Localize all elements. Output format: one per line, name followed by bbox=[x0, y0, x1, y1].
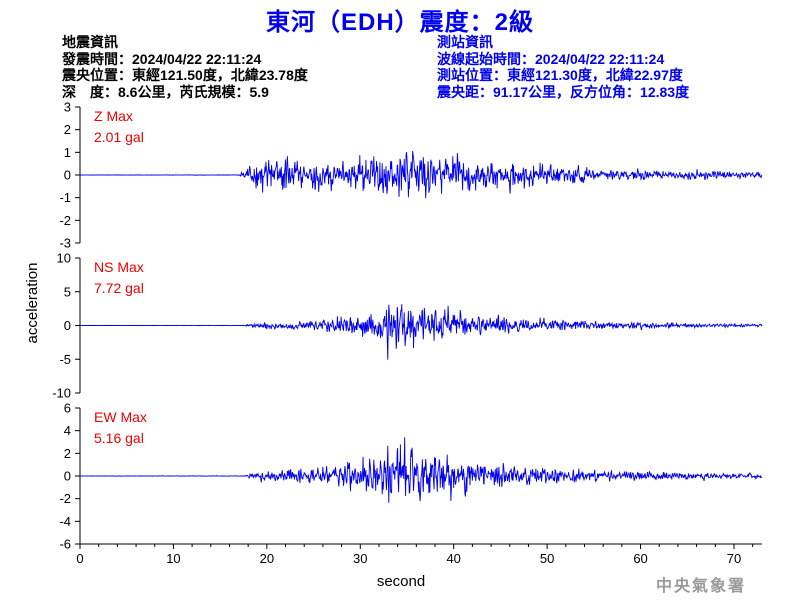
agency-watermark: 中央氣象署 bbox=[656, 576, 747, 595]
y-tick-label-z: -2 bbox=[59, 213, 71, 228]
x-tick-label: 70 bbox=[727, 551, 741, 566]
event-info-heading: 地震資訊 bbox=[62, 34, 118, 50]
waveform-start-time: 波線起始時間：2024/04/22 22:11:24 bbox=[437, 50, 665, 67]
y-tick-label-ns: -10 bbox=[52, 386, 71, 401]
x-tick-label: 60 bbox=[633, 551, 647, 566]
event-info-block: 地震資訊 發震時間：2024/04/22 22:11:24 震央位置：東經121… bbox=[62, 34, 308, 100]
y-tick-label-ew: -6 bbox=[59, 537, 71, 552]
max-value-ns: 7.72 gal bbox=[94, 280, 144, 296]
chart-title: 東河（EDH）震度：2級 bbox=[265, 9, 535, 36]
max-value-ew: 5.16 gal bbox=[94, 430, 144, 446]
x-axis-label: second bbox=[377, 573, 425, 590]
x-tick-label: 20 bbox=[260, 551, 274, 566]
y-tick-label-ns: 0 bbox=[64, 318, 71, 333]
y-tick-label-ns: 10 bbox=[57, 251, 71, 266]
waveform-ns bbox=[80, 304, 763, 360]
x-tick-label: 50 bbox=[540, 551, 554, 566]
y-axis-label: acceleration bbox=[24, 263, 41, 344]
y-tick-label-z: 1 bbox=[64, 145, 71, 160]
y-tick-label-ew: -2 bbox=[59, 491, 71, 506]
x-tick-label: 0 bbox=[76, 551, 83, 566]
y-tick-label-ew: 6 bbox=[64, 401, 71, 416]
x-tick-label: 10 bbox=[166, 551, 180, 566]
y-tick-label-ns: 5 bbox=[64, 284, 71, 299]
y-tick-label-ns: -5 bbox=[59, 352, 71, 367]
y-tick-label-z: -3 bbox=[59, 236, 71, 251]
depth-magnitude: 深 度：8.6公里，芮氏規模：5.9 bbox=[62, 83, 269, 100]
origin-time: 發震時間：2024/04/22 22:11:24 bbox=[62, 50, 262, 67]
y-tick-label-ew: 2 bbox=[64, 446, 71, 461]
y-tick-label-z: 3 bbox=[64, 100, 71, 115]
y-tick-label-z: 0 bbox=[64, 168, 71, 183]
waveform-ew bbox=[79, 437, 763, 503]
y-tick-label-z: -1 bbox=[59, 190, 71, 205]
epicenter-location: 震央位置：東經121.50度，北緯23.78度 bbox=[62, 67, 308, 83]
station-info-heading: 測站資訊 bbox=[437, 34, 493, 50]
station-location: 測站位置：東經121.30度，北緯22.97度 bbox=[437, 67, 683, 83]
max-label-ns: NS Max bbox=[94, 259, 144, 275]
max-label-z: Z Max bbox=[94, 108, 133, 124]
x-tick-label: 40 bbox=[446, 551, 460, 566]
y-tick-label-ew: 0 bbox=[64, 469, 71, 484]
y-tick-label-z: 2 bbox=[64, 122, 71, 137]
waveform-z bbox=[79, 150, 763, 199]
station-info-block: 測站資訊 波線起始時間：2024/04/22 22:11:24 測站位置：東經1… bbox=[437, 34, 689, 100]
y-tick-label-ew: 4 bbox=[64, 423, 71, 438]
y-tick-label-ew: -4 bbox=[59, 514, 71, 529]
max-label-ew: EW Max bbox=[94, 409, 147, 425]
max-value-z: 2.01 gal bbox=[94, 129, 144, 145]
x-tick-label: 30 bbox=[353, 551, 367, 566]
epicentral-distance-azimuth: 震央距：91.17公里，反方位角：12.83度 bbox=[437, 83, 690, 100]
